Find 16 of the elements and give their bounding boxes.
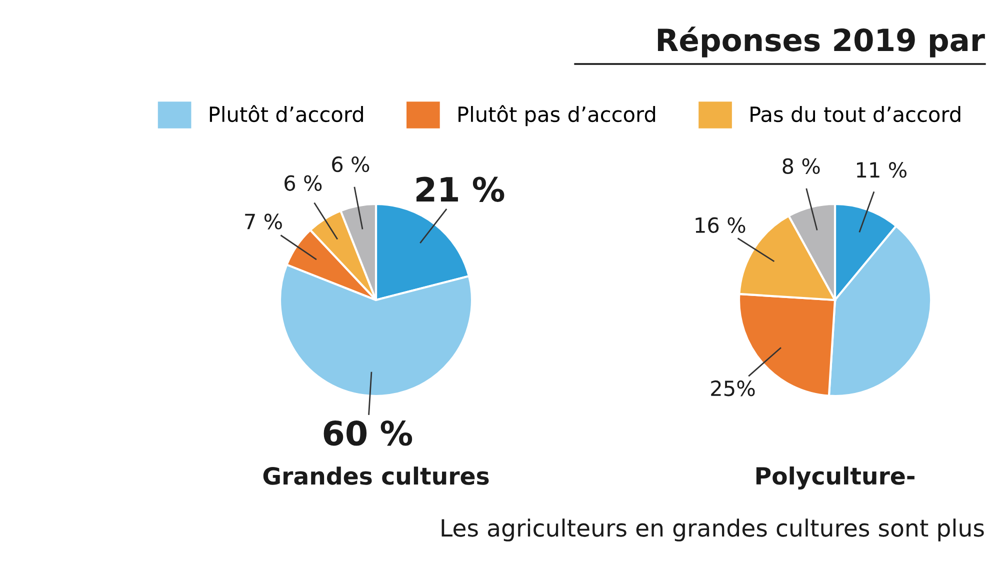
data-label: 6 % — [284, 175, 322, 191]
data-label: 11 % — [857, 162, 906, 178]
text: Grandes cultures — [263, 466, 489, 485]
legend-label: Plutôt pas d’accord — [458, 105, 656, 126]
text: Polyculture- — [756, 466, 914, 490]
text: Réponses 2019 par — [658, 26, 985, 58]
data-label: 7 % — [245, 214, 282, 230]
data-label: 60 % — [324, 420, 412, 446]
text: Les agriculteurs en grandes cultures sont plus — [442, 518, 984, 542]
data-label: 16 % — [696, 217, 746, 233]
data-label: 21 % — [416, 176, 504, 202]
legend-label: Plutôt d’accord — [210, 105, 363, 122]
data-label: 6 % — [332, 156, 370, 172]
legend-label: Pas du tout d’accord — [750, 106, 960, 122]
data-label: 25% — [711, 380, 755, 396]
data-label: 8 % — [782, 158, 820, 174]
